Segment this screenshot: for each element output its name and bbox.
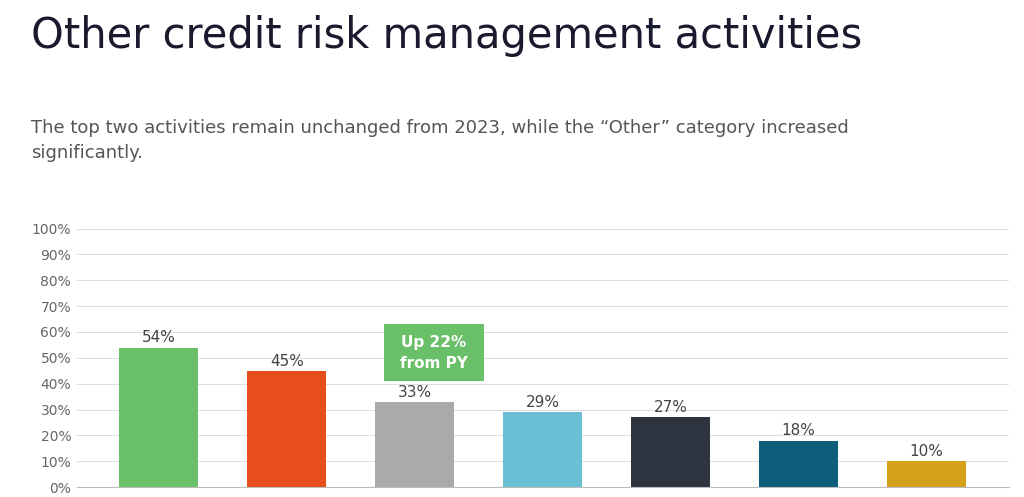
- FancyBboxPatch shape: [384, 324, 484, 381]
- Text: Up 22%
from PY: Up 22% from PY: [400, 334, 468, 371]
- Text: Other credit risk management activities: Other credit risk management activities: [31, 15, 862, 57]
- Bar: [247, 371, 327, 487]
- Text: 45%: 45%: [270, 354, 304, 369]
- Bar: [631, 417, 711, 487]
- Text: 10%: 10%: [909, 444, 943, 459]
- Text: 29%: 29%: [525, 395, 560, 410]
- Text: 27%: 27%: [653, 400, 688, 415]
- Bar: [375, 402, 455, 487]
- Text: 54%: 54%: [142, 331, 176, 345]
- Text: The top two activities remain unchanged from 2023, while the “Other” category in: The top two activities remain unchanged …: [31, 119, 849, 163]
- Text: 33%: 33%: [397, 385, 432, 400]
- Bar: [503, 412, 583, 487]
- Text: 18%: 18%: [781, 423, 815, 438]
- Bar: [759, 440, 839, 487]
- Bar: [887, 461, 967, 487]
- Bar: [119, 347, 199, 487]
